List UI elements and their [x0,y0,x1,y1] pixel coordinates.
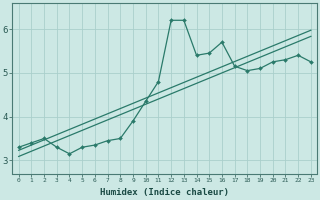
X-axis label: Humidex (Indice chaleur): Humidex (Indice chaleur) [100,188,229,197]
